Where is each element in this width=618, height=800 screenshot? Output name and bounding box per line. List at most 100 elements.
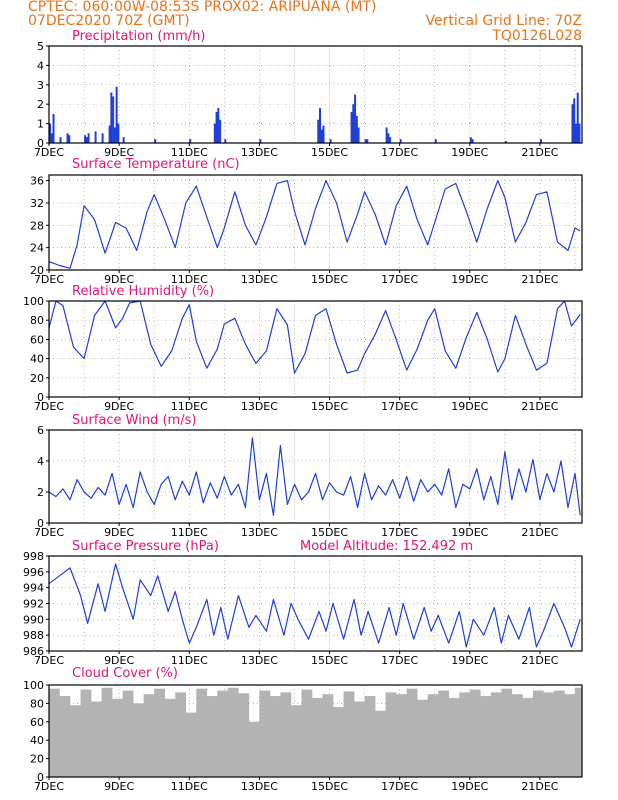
header-grid-note: Vertical Grid Line: 70Z: [425, 13, 582, 29]
cloud-bar: [91, 701, 102, 777]
precip-bar: [576, 92, 579, 143]
panel-title: Cloud Cover (%): [72, 666, 178, 681]
header-code: TQ0126L028: [492, 28, 582, 44]
y-tick-label: 40: [30, 353, 44, 366]
x-tick-label: 19DEC: [451, 400, 488, 413]
precip-bar: [578, 123, 581, 143]
x-tick-label: 9DEC: [104, 526, 134, 539]
cloud-bar: [427, 694, 439, 777]
cloud-bar: [290, 705, 302, 777]
cloud-bar: [511, 694, 523, 777]
cloud-bar: [175, 692, 187, 777]
cloud-bar: [80, 689, 92, 777]
cloud-bar: [259, 690, 271, 777]
precip-bar: [122, 137, 125, 143]
cloud-bar: [375, 710, 386, 777]
y-tick-label: 0: [37, 137, 44, 150]
y-tick-label: 20: [30, 753, 44, 766]
series-line: [48, 180, 581, 269]
y-tick-label: 3: [37, 79, 44, 92]
panel-title: Surface Temperature (nC): [72, 157, 240, 172]
x-tick-label: 15DEC: [311, 273, 348, 286]
cloud-bar: [164, 698, 176, 777]
precip-bar: [68, 135, 71, 143]
panel-title: Surface Wind (m/s): [72, 413, 196, 428]
x-tick-label: 9DEC: [104, 273, 134, 286]
precip-bar: [329, 139, 332, 143]
x-tick-label: 11DEC: [171, 273, 208, 286]
panel-frame: [48, 300, 583, 398]
x-tick-label: 21DEC: [521, 273, 558, 286]
precip-bar: [574, 123, 577, 143]
precip-bar: [59, 137, 62, 143]
x-tick-label: 13DEC: [241, 780, 278, 793]
cloud-bar: [301, 689, 313, 777]
precip-bar: [52, 113, 55, 143]
y-tick-label: 100: [23, 295, 44, 308]
x-tick-label: 11DEC: [171, 780, 208, 793]
x-tick-label: 19DEC: [451, 654, 488, 667]
panel-frame: [48, 555, 583, 652]
precip-bar: [113, 127, 116, 143]
precip-bar: [87, 133, 90, 143]
cloud-bar: [227, 687, 239, 777]
x-tick-label: 19DEC: [451, 526, 488, 539]
x-tick-label: 21DEC: [521, 146, 558, 159]
precip-bar: [154, 139, 157, 143]
x-tick-label: 13DEC: [241, 654, 278, 667]
precip-bar: [319, 108, 322, 143]
precip-bar: [94, 131, 97, 143]
precip-bar: [350, 111, 353, 143]
cloud-bar: [311, 697, 323, 777]
y-tick-label: 0: [37, 391, 44, 404]
precip-bar: [469, 137, 472, 143]
cloud-bar: [322, 694, 334, 777]
precip-bar: [108, 125, 111, 143]
cloud-bar: [70, 705, 81, 777]
x-tick-label: 9DEC: [104, 400, 134, 413]
x-tick-label: 11DEC: [171, 146, 208, 159]
header-line1: CPTEC: 060:00W-08:53S PROX02: ARIPUANA (…: [28, 0, 377, 15]
cloud-bar: [59, 696, 71, 777]
precip-bar: [389, 137, 392, 143]
y-tick-label: 2: [37, 486, 44, 499]
y-tick-label: 2: [37, 98, 44, 111]
y-tick-label: 24: [30, 242, 44, 255]
y-tick-label: 80: [30, 697, 44, 710]
precip-bar: [322, 125, 325, 143]
x-tick-label: 13DEC: [241, 526, 278, 539]
precip-bar: [471, 139, 474, 143]
x-tick-label: 19DEC: [451, 273, 488, 286]
series-line: [48, 437, 581, 516]
y-tick-label: 6: [37, 424, 44, 437]
precip-bar: [571, 104, 574, 143]
x-tick-label: 13DEC: [241, 146, 278, 159]
y-tick-label: 32: [30, 197, 44, 210]
cloud-bar: [438, 690, 450, 777]
precip-bar: [357, 127, 360, 143]
precip-bar: [317, 119, 320, 143]
cloud-bar: [122, 690, 134, 777]
cloud-bar: [354, 701, 365, 777]
cloud-bar: [248, 721, 260, 777]
y-tick-label: 60: [30, 716, 44, 729]
y-tick-label: 5: [37, 40, 44, 53]
x-tick-label: 21DEC: [521, 654, 558, 667]
x-tick-label: 7DEC: [34, 273, 64, 286]
precip-bar: [189, 139, 192, 143]
panel-title: Precipitation (mm/h): [72, 29, 205, 44]
cloud-bar: [217, 690, 229, 777]
x-tick-label: 15DEC: [311, 780, 348, 793]
cloud-bar: [501, 688, 513, 777]
precip-bar: [224, 139, 227, 143]
cloud-bar: [269, 696, 281, 777]
cloud-bar: [206, 696, 218, 777]
y-tick-label: 992: [23, 598, 44, 611]
precip-bar: [385, 127, 388, 143]
y-tick-label: 28: [30, 219, 44, 232]
y-tick-label: 994: [23, 582, 44, 595]
cloud-bar: [196, 688, 208, 777]
panel-annotation: Model Altitude: 152.492 m: [300, 539, 473, 554]
cloud-bar: [480, 696, 492, 777]
x-tick-label: 17DEC: [381, 526, 418, 539]
